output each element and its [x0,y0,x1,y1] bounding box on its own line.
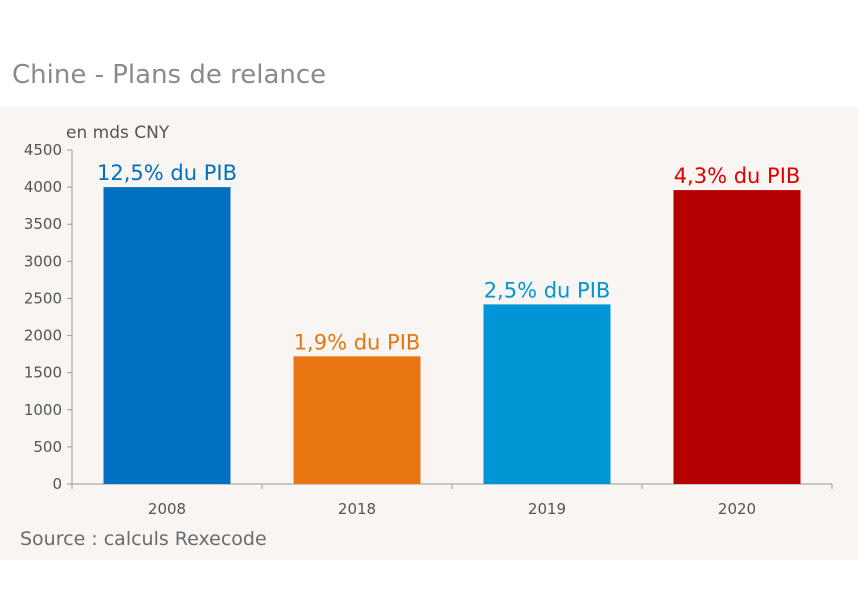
data-label-2018: 1,9% du PIB [294,330,421,354]
x-tick-label: 2019 [528,500,566,518]
data-label-2019: 2,5% du PIB [484,278,611,302]
y-tick-label: 500 [33,438,62,456]
bar-2019 [483,304,611,484]
y-tick-label: 2500 [24,289,62,307]
y-tick-label: 3000 [24,252,62,270]
x-tick-label: 2008 [148,500,186,518]
y-tick-label: 1000 [24,401,62,419]
data-label-2008: 12,5% du PIB [97,161,237,185]
y-tick-label: 4500 [24,141,62,159]
page-title: Chine - Plans de relance [12,60,327,90]
bar-2020 [673,190,801,484]
y-tick-label: 4000 [24,178,62,196]
chart-axes: 0 500 1000 1500 2000 2500 3000 3500 4000 4500 2008… [24,141,833,518]
x-tick-label: 2018 [338,500,376,518]
chart-data-labels: 12,5% du PIB 1,9% du PIB 2,5% du PIB 4,3% d… [97,161,800,354]
x-tick-label: 2020 [718,500,756,518]
data-label-2020: 4,3% du PIB [674,164,801,188]
y-tick-label: 0 [52,475,62,493]
bar-chart: en mds CNY 0 500 1000 1500 2000 2500 3000 3500 4… [24,123,833,518]
y-tick-label: 3500 [24,215,62,233]
source-note: Source : calculs Rexecode [20,528,267,550]
y-axis-unit-label: en mds CNY [66,123,170,143]
y-tick-label: 2000 [24,327,62,345]
bar-2018 [293,356,421,484]
chart-bars [103,187,801,484]
bar-2008 [103,187,231,484]
y-tick-label: 1500 [24,364,62,382]
